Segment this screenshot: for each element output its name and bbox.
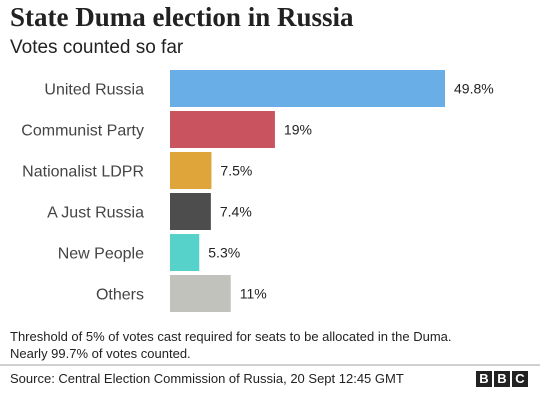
bar — [170, 70, 445, 107]
bar — [170, 152, 212, 189]
category-label: Others — [96, 287, 144, 304]
category-label: Communist Party — [21, 123, 144, 140]
category-label: Nationalist LDPR — [22, 164, 144, 181]
value-label: 7.5% — [220, 163, 252, 179]
bbc-logo-letter: B — [476, 371, 492, 387]
source-text: Source: Central Election Commission of R… — [10, 371, 404, 386]
bar — [170, 234, 200, 271]
bar-chart: United Russia 49.8% Communist Party 19% Nati… — [21, 70, 494, 312]
source-bar: Source: Central Election Commission of R… — [0, 364, 540, 402]
chart-subtitle: Votes counted so far — [10, 37, 184, 58]
value-label: 49.8% — [454, 81, 494, 97]
footnote: Threshold of 5% of votes cast required f… — [10, 328, 452, 362]
bar — [170, 111, 275, 148]
footnote-line-2: Nearly 99.7% of votes counted. — [10, 346, 191, 361]
footnote-line-1: Threshold of 5% of votes cast required f… — [10, 329, 452, 344]
value-label: 7.4% — [220, 204, 252, 220]
value-label: 11% — [240, 286, 267, 302]
chart-title: State Duma election in Russia — [10, 2, 354, 32]
bbc-logo-letter: C — [512, 371, 528, 387]
category-label: New People — [58, 246, 144, 263]
value-label: 19% — [284, 122, 312, 138]
bar — [170, 275, 231, 312]
bbc-logo-letter: B — [494, 371, 510, 387]
bar — [170, 193, 211, 230]
category-label: United Russia — [44, 82, 144, 99]
category-label: A Just Russia — [47, 205, 144, 222]
bbc-logo: B B C — [476, 371, 528, 387]
value-label: 5.3% — [208, 245, 240, 261]
